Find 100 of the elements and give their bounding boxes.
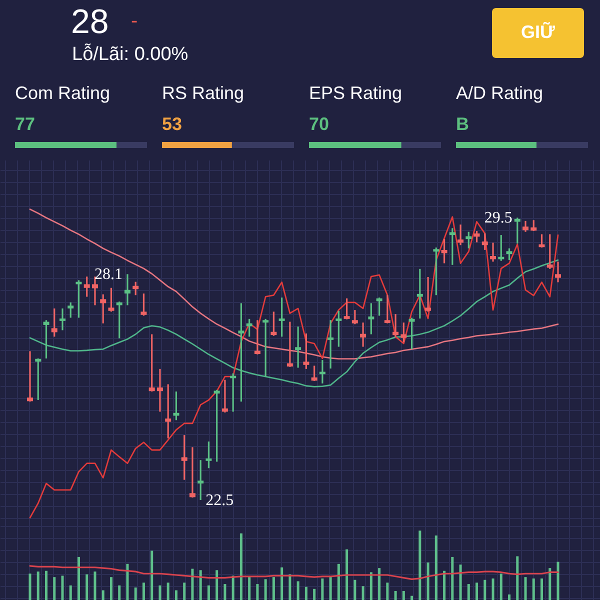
bar <box>451 556 454 600</box>
candlestick <box>449 227 456 266</box>
candlestick <box>458 224 464 246</box>
candlestick <box>181 434 188 481</box>
candlestick <box>156 368 163 412</box>
chart-title: Com Rating <box>15 83 110 103</box>
candlestick <box>27 350 33 402</box>
bar <box>418 530 422 600</box>
bar <box>216 570 218 600</box>
candlestick <box>530 219 537 232</box>
bar <box>288 574 292 600</box>
bar <box>484 580 486 600</box>
candlestick <box>124 273 130 306</box>
bar <box>53 577 56 600</box>
chart-title: EPS Rating <box>309 83 402 103</box>
text: GIỮ <box>521 21 556 42</box>
text: - <box>131 10 138 32</box>
candlestick <box>555 260 561 284</box>
bar <box>199 570 202 600</box>
bar <box>69 585 72 600</box>
bar <box>459 564 462 600</box>
bar <box>44 570 48 600</box>
bar <box>240 533 242 600</box>
bar <box>158 585 162 600</box>
text: 29.5 <box>484 210 512 227</box>
bar <box>434 535 438 600</box>
candlestick <box>303 332 310 370</box>
bar <box>516 556 519 600</box>
candlestick <box>286 320 293 368</box>
chart-subtitle: 53 <box>162 114 182 134</box>
candlestick <box>198 459 204 501</box>
candlestick <box>368 302 374 336</box>
candlestick <box>278 296 285 338</box>
candlestick <box>214 389 220 462</box>
candlestick <box>546 233 553 270</box>
candlestick <box>84 276 90 298</box>
bar <box>402 590 405 600</box>
bar <box>272 577 275 600</box>
candlestick <box>482 232 488 251</box>
bar <box>224 584 226 600</box>
chart-subtitle: 77 <box>15 114 36 134</box>
bar <box>174 590 178 600</box>
bar <box>134 588 137 600</box>
candlestick <box>352 309 358 325</box>
bar <box>524 577 527 600</box>
bar <box>410 596 414 600</box>
candlestick <box>148 333 155 392</box>
bar <box>142 582 145 600</box>
candlestick <box>51 308 58 338</box>
bar <box>337 564 340 600</box>
candlestick <box>522 220 529 233</box>
bar <box>346 549 348 600</box>
bar <box>443 570 446 600</box>
bar <box>476 582 478 600</box>
bar <box>118 585 121 600</box>
chart-title: RS Rating <box>162 83 244 103</box>
candlestick <box>506 248 512 261</box>
text: 22.5 <box>206 492 234 509</box>
bar <box>362 586 364 600</box>
text: 28.1 <box>94 266 122 284</box>
bar <box>94 572 96 600</box>
bar <box>354 580 356 600</box>
candlestick <box>336 310 342 348</box>
bar <box>28 574 32 600</box>
bar <box>540 578 544 600</box>
bar <box>426 562 430 600</box>
text: Lỗ/Lãi: 0.00% <box>72 43 188 65</box>
bar <box>548 568 552 600</box>
bar <box>492 578 494 600</box>
bar <box>36 572 40 600</box>
bar <box>150 550 154 600</box>
bar <box>248 577 251 600</box>
candlestick <box>132 281 139 296</box>
bar <box>508 594 511 600</box>
bar <box>386 582 389 600</box>
bar <box>304 586 308 600</box>
candlestick <box>311 364 318 382</box>
candlestick <box>262 318 269 378</box>
bar <box>556 562 560 600</box>
bar <box>61 576 64 600</box>
candlestick <box>206 440 212 469</box>
bar <box>313 588 316 600</box>
text: 28 <box>71 3 109 41</box>
candlestick <box>165 383 172 440</box>
bar <box>280 567 284 600</box>
bar <box>166 582 170 600</box>
candlestick <box>490 242 496 262</box>
bar <box>77 556 80 600</box>
bar <box>183 582 186 600</box>
bar <box>102 590 104 600</box>
bar <box>207 585 210 600</box>
candlestick <box>441 238 448 264</box>
candlestick <box>360 322 366 348</box>
candlestick <box>68 302 74 319</box>
bar <box>467 584 470 600</box>
candlestick <box>344 298 350 320</box>
candlestick <box>108 287 114 312</box>
candlestick <box>270 310 277 337</box>
bar <box>232 576 234 600</box>
candlestick <box>400 322 407 344</box>
